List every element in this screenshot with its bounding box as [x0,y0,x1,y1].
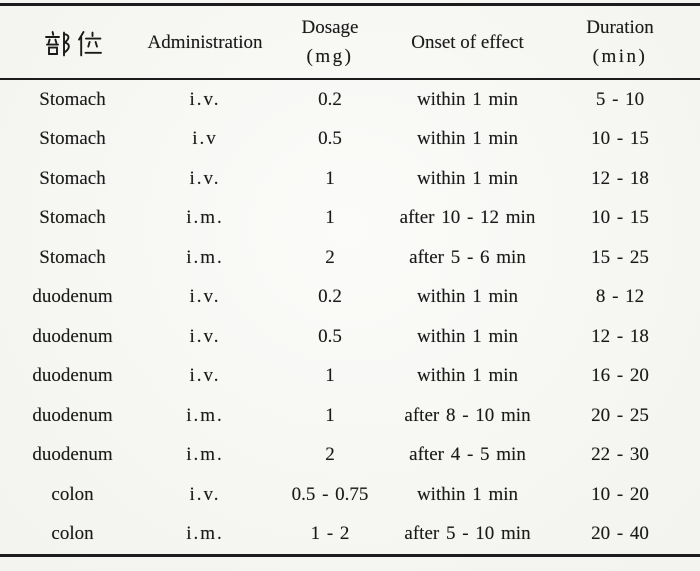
col-header-duration: Duration (min) [540,4,700,80]
table-cell: within 1 min [416,483,519,505]
table-cell: colon [51,483,94,505]
table-cell: Stomach [39,167,106,189]
table-cell: after 5 - 10 min [404,523,531,545]
table-cell: within 1 min [416,325,519,347]
col-header-administration: Administration [145,4,265,80]
table-cell: Stomach [39,207,106,229]
table-cell: Stomach [39,88,106,110]
table-cell: within 1 min [416,167,519,189]
site-cjk-glyph-icon [44,30,102,57]
table-row: duodenum i.v. 1 within 1 min 16 - 20 [0,357,700,397]
table-cell: 22 - 30 [591,444,649,466]
table-cell: i.m. [186,404,224,426]
table-row: Stomach i.v. 1 within 1 min 12 - 18 [0,159,700,199]
table-cell: after 5 - 6 min [409,246,526,268]
table-cell: 20 - 40 [591,523,649,545]
table-cell: 1 [325,207,335,229]
table-cell: 2 [325,246,335,268]
table-cell: duodenum [32,444,113,466]
table-cell: 10 - 20 [591,483,649,505]
table-cell: i.v. [189,88,221,110]
table-cell: i.v. [189,365,221,387]
table-cell: 5 - 10 [595,88,645,110]
table-cell: 12 - 18 [591,325,649,347]
table-cell: 0.5 [318,325,342,347]
table-cell: within 1 min [416,88,519,110]
col-header-administration-label: Administration [147,31,263,53]
table-row: Stomach i.m. 2 after 5 - 6 min 15 - 25 [0,238,700,278]
table-cell: duodenum [32,404,113,426]
table-cell: within 1 min [416,128,519,150]
table-cell: Stomach [39,128,106,150]
table-cell: i.m. [186,246,224,268]
table-cell: 0.5 - 0.75 [291,483,369,505]
table-cell: 12 - 18 [591,167,649,189]
table-body: Stomach i.v. 0.2 within 1 min 5 - 10 Stomach i… [0,79,700,556]
table-cell: colon [51,523,94,545]
table-cell: duodenum [32,286,113,308]
table-cell: 10 - 15 [591,128,649,150]
table-cell: i.v. [189,167,221,189]
table-cell: 20 - 25 [591,404,649,426]
table-row: duodenum i.m. 1 after 8 - 10 min 20 - 25 [0,396,700,436]
table-cell: i.m. [186,207,224,229]
drug-effect-table: 部位 Administration Dosage (mg) Onset of e… [0,3,700,557]
col-header-onset: Onset of effect [395,4,540,80]
table-row: Stomach i.m. 1 after 10 - 12 min 10 - 15 [0,199,700,239]
table-cell: 0.2 [318,286,342,308]
table-cell: after 8 - 10 min [404,404,531,426]
table-cell: i.v. [189,483,221,505]
table-cell: 1 [325,404,335,426]
table-cell: duodenum [32,365,113,387]
table-cell: i.v. [189,286,221,308]
table-cell: i.v [192,128,218,150]
col-header-dosage-unit: (mg) [306,46,354,67]
table-row: colon i.v. 0.5 - 0.75 within 1 min 10 - 20 [0,475,700,515]
table-row: colon i.m. 1 - 2 after 5 - 10 min 20 - 40 [0,515,700,556]
table-row: Stomach i.v 0.5 within 1 min 10 - 15 [0,120,700,160]
table-row: duodenum i.v. 0.5 within 1 min 12 - 18 [0,317,700,357]
table-cell: 1 [325,365,335,387]
table-cell: i.m. [186,444,224,466]
table-cell: 10 - 15 [591,207,649,229]
table-row: duodenum i.m. 2 after 4 - 5 min 22 - 30 [0,436,700,476]
table-cell: Stomach [39,246,106,268]
table-cell: after 10 - 12 min [399,207,536,229]
table-cell: i.v. [189,325,221,347]
table-cell: 1 [325,167,335,189]
col-header-duration-unit: (min) [592,46,648,67]
table-cell: 0.2 [318,88,342,110]
table-cell: i.m. [186,523,224,545]
table-cell: within 1 min [416,365,519,387]
col-header-site: 部位 [0,4,145,80]
table-cell: 2 [325,444,335,466]
col-header-dosage-label: Dosage [301,17,359,38]
table-cell: within 1 min [416,286,519,308]
table-cell: after 4 - 5 min [409,444,526,466]
table-cell: duodenum [32,325,113,347]
col-header-dosage: Dosage (mg) [265,4,395,80]
table-cell: 0.5 [318,128,342,150]
table-cell: 15 - 25 [591,246,649,268]
table-cell: 8 - 12 [595,286,645,308]
col-header-site-label: 部位 [102,27,103,28]
col-header-duration-label: Duration [586,17,654,38]
table-row: Stomach i.v. 0.2 within 1 min 5 - 10 [0,79,700,120]
table-row: duodenum i.v. 0.2 within 1 min 8 - 12 [0,278,700,318]
header-row: 部位 Administration Dosage (mg) Onset of e… [0,4,700,80]
table-cell: 1 - 2 [310,523,350,545]
col-header-onset-label: Onset of effect [411,31,524,53]
table-cell: 16 - 20 [591,365,649,387]
